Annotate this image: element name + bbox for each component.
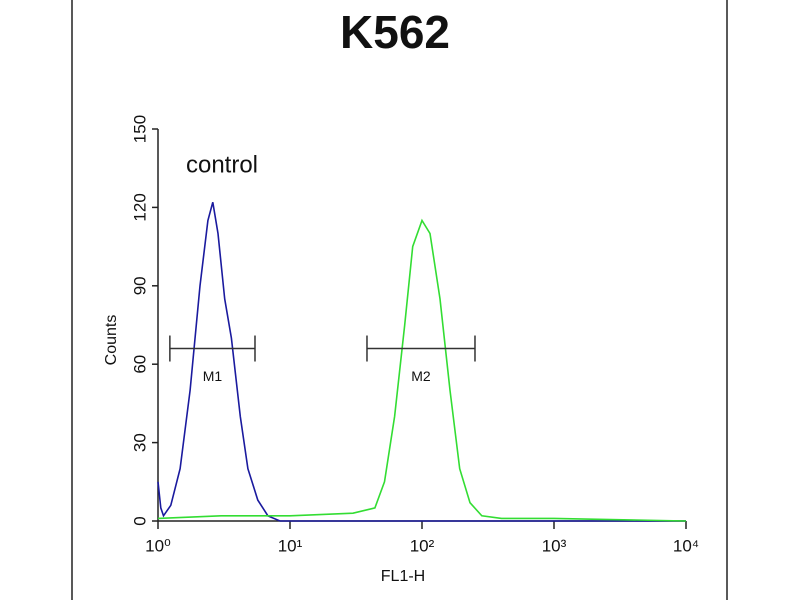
y-axis-label: Counts	[103, 315, 120, 366]
y-tick-label: 120	[130, 193, 149, 221]
y-tick-label: 150	[130, 115, 149, 143]
series-line	[157, 218, 687, 522]
series-line	[157, 201, 686, 522]
marker-label: M1	[203, 368, 223, 384]
annotation: control	[186, 151, 258, 178]
x-tick-label: 10¹	[278, 536, 303, 555]
marker-label: M2	[411, 368, 431, 384]
x-tick-label: 10⁰	[145, 536, 171, 555]
frame	[71, 0, 728, 600]
y-tick-label: 60	[130, 355, 149, 374]
x-axis-label: FL1-H	[381, 568, 425, 585]
x-tick-label: 10³	[542, 536, 567, 555]
y-tick-label: 90	[130, 276, 149, 295]
x-tick-label: 10⁴	[673, 536, 699, 555]
y-tick-label: 0	[130, 516, 149, 525]
chart-title: K562	[340, 6, 450, 58]
x-tick-label: 10²	[410, 536, 435, 555]
y-tick-label: 30	[130, 433, 149, 452]
